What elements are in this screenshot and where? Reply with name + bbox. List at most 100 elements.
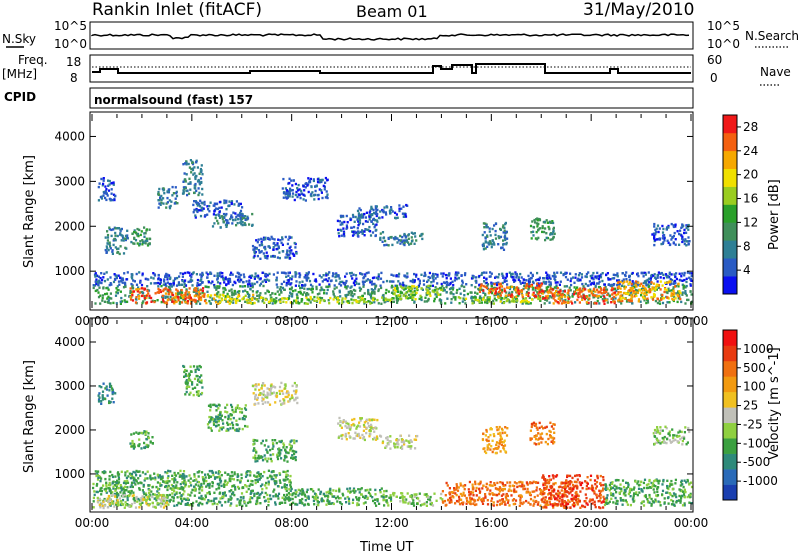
range-cell bbox=[195, 374, 198, 378]
range-cell bbox=[102, 179, 105, 182]
range-cell bbox=[192, 173, 195, 176]
range-cell bbox=[367, 228, 370, 232]
range-cell bbox=[484, 222, 487, 225]
range-cell bbox=[124, 501, 127, 504]
range-cell bbox=[189, 188, 192, 191]
range-cell bbox=[124, 246, 127, 250]
range-cell bbox=[133, 496, 136, 500]
range-cell bbox=[225, 221, 229, 224]
range-cell bbox=[437, 293, 440, 296]
range-cell bbox=[355, 427, 358, 430]
range-cell bbox=[553, 292, 556, 295]
range-cell bbox=[619, 287, 622, 290]
range-cell bbox=[496, 428, 499, 432]
range-cell bbox=[137, 477, 140, 480]
range-cell bbox=[661, 301, 665, 305]
range-cell bbox=[677, 283, 680, 286]
range-cell bbox=[501, 429, 504, 432]
range-cell bbox=[234, 428, 237, 432]
range-cell bbox=[301, 293, 304, 296]
range-cell bbox=[413, 287, 416, 290]
range-cell bbox=[361, 297, 364, 300]
range-cell bbox=[105, 188, 108, 191]
power-colorbar-label: Power [dB] bbox=[767, 179, 782, 250]
range-cell bbox=[534, 237, 537, 240]
range-cell bbox=[223, 491, 226, 494]
range-cell bbox=[508, 291, 511, 294]
range-cell bbox=[602, 291, 606, 294]
range-cell bbox=[290, 278, 293, 281]
range-cell bbox=[451, 280, 454, 283]
range-cell bbox=[283, 454, 286, 458]
range-cell bbox=[642, 296, 645, 299]
range-cell bbox=[258, 294, 261, 297]
range-cell bbox=[193, 186, 196, 190]
range-cell bbox=[392, 300, 395, 303]
range-cell bbox=[280, 291, 283, 294]
range-cell bbox=[170, 200, 173, 203]
range-cell bbox=[147, 436, 150, 440]
range-cell bbox=[556, 301, 559, 304]
range-cell bbox=[653, 222, 656, 226]
range-cell bbox=[496, 287, 499, 290]
range-cell bbox=[503, 290, 506, 293]
range-cell bbox=[414, 438, 418, 441]
range-cell bbox=[647, 289, 650, 293]
range-cell bbox=[657, 441, 660, 444]
range-cell bbox=[350, 291, 353, 295]
range-cell bbox=[500, 246, 503, 249]
range-cell bbox=[537, 292, 540, 296]
range-cell bbox=[427, 290, 430, 293]
range-cell bbox=[249, 284, 252, 287]
range-cell bbox=[211, 280, 214, 283]
range-cell bbox=[258, 477, 261, 481]
range-cell bbox=[116, 247, 119, 251]
range-cell bbox=[260, 237, 263, 241]
range-cell bbox=[162, 283, 165, 286]
range-cell bbox=[656, 224, 660, 227]
range-cell bbox=[630, 299, 633, 303]
range-cell bbox=[282, 392, 285, 395]
range-cell bbox=[520, 289, 524, 292]
range-cell bbox=[267, 237, 270, 240]
range-cell bbox=[562, 273, 565, 277]
range-cell bbox=[272, 298, 275, 301]
range-cell bbox=[470, 296, 473, 300]
range-cell bbox=[597, 282, 600, 285]
range-cell bbox=[251, 384, 254, 387]
range-cell bbox=[553, 423, 556, 426]
colorbar-segment bbox=[723, 186, 737, 205]
range-cell bbox=[488, 240, 491, 243]
range-cell bbox=[178, 292, 181, 295]
range-cell bbox=[149, 478, 153, 481]
range-cell bbox=[287, 194, 290, 197]
range-cell bbox=[295, 385, 298, 388]
range-cell bbox=[257, 238, 260, 241]
range-cell bbox=[502, 445, 505, 448]
range-cell bbox=[325, 274, 328, 277]
range-cell bbox=[493, 286, 496, 290]
range-cell bbox=[607, 277, 610, 280]
range-cell bbox=[394, 235, 397, 239]
range-cell bbox=[404, 215, 408, 218]
range-cell bbox=[485, 300, 488, 303]
range-cell bbox=[501, 272, 504, 275]
range-cell bbox=[463, 285, 466, 289]
range-cell bbox=[236, 299, 240, 302]
range-cell bbox=[216, 415, 220, 419]
range-cell bbox=[551, 238, 554, 241]
range-cell bbox=[183, 375, 186, 378]
range-cell bbox=[640, 294, 643, 297]
range-cell bbox=[255, 502, 258, 506]
range-cell bbox=[226, 411, 229, 414]
range-cell bbox=[201, 209, 204, 212]
range-cell bbox=[502, 446, 505, 450]
range-cell bbox=[626, 280, 629, 283]
range-cell bbox=[256, 254, 259, 258]
range-cell bbox=[268, 245, 271, 248]
range-cell bbox=[352, 215, 355, 219]
range-cell bbox=[296, 300, 299, 303]
range-cell bbox=[225, 201, 228, 204]
range-cell bbox=[131, 277, 134, 280]
range-cell bbox=[107, 301, 110, 304]
